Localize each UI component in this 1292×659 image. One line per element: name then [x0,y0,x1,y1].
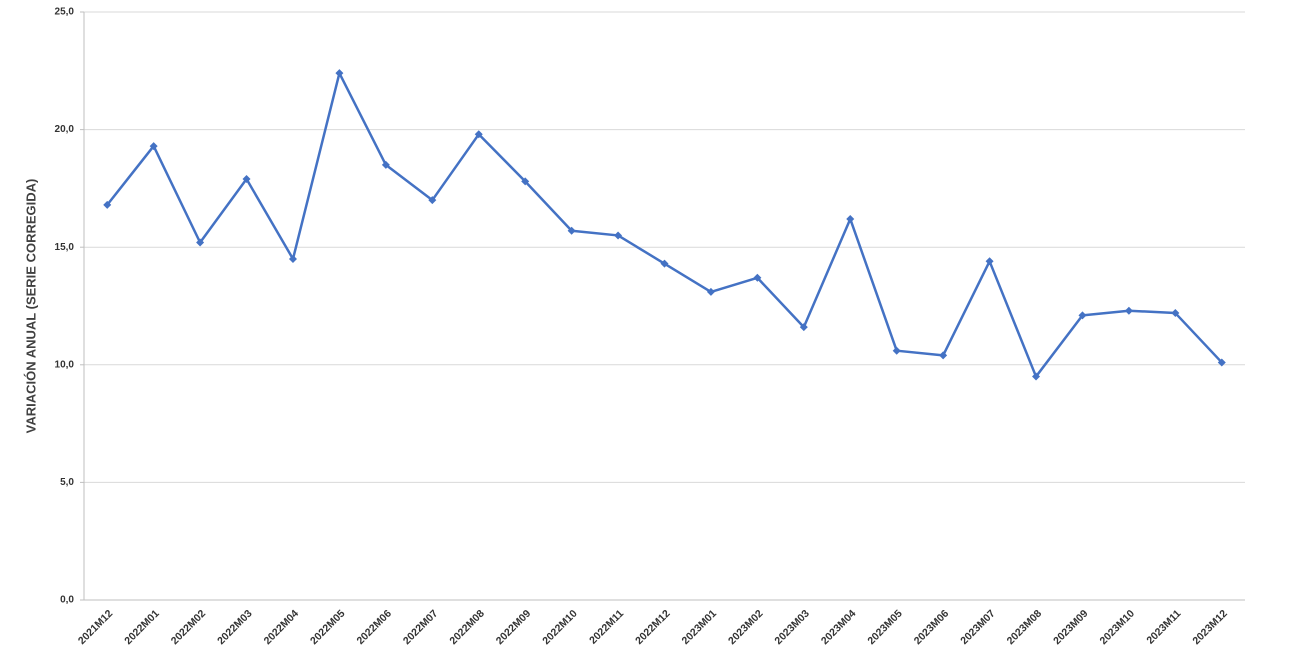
point-marker [474,130,483,139]
x-tick-label: 2023M09 [1051,607,1091,647]
y-tick-label: 5,0 [60,477,74,488]
y-axis-title: VARIACIÓN ANUAL (SERIE CORREGIDA) [23,179,38,434]
x-tick-label: 2023M06 [912,607,952,647]
point-marker [428,196,437,205]
point-marker [1217,358,1226,367]
x-tick-label: 2023M07 [958,607,998,647]
y-tick-label: 20,0 [55,124,75,135]
point-marker [614,231,623,240]
point-marker [939,351,948,360]
x-tick-label: 2022M03 [215,607,255,647]
point-marker [381,160,390,169]
point-marker [1078,311,1087,320]
x-tick-label: 2022M01 [122,607,162,647]
x-tick-label: 2023M05 [865,607,905,647]
point-marker [335,69,344,78]
x-tick-label: 2022M12 [633,607,673,647]
point-marker [288,254,297,263]
point-marker [846,214,855,223]
x-tick-label: 2022M05 [308,607,348,647]
x-tick-label: 2023M10 [1098,607,1138,647]
point-marker [985,257,994,266]
x-tick-label: 2023M01 [680,607,720,647]
point-marker [242,174,251,183]
x-tick-label: 2022M10 [540,607,580,647]
point-marker [521,177,530,186]
x-tick-label: 2023M03 [772,607,812,647]
y-tick-label: 25,0 [55,7,75,18]
x-tick-label: 2022M08 [447,607,487,647]
x-tick-label: 2023M12 [1190,607,1230,647]
point-marker [1032,372,1041,381]
x-tick-label: 2022M04 [262,607,302,647]
x-tick-label: 2022M06 [354,607,394,647]
point-marker [1171,309,1180,318]
x-tick-label: 2023M04 [819,607,859,647]
point-marker [567,226,576,235]
y-tick-label: 0,0 [60,595,74,606]
x-tick-label: 2022M09 [494,607,534,647]
y-tick-label: 15,0 [55,242,75,253]
point-marker [196,238,205,247]
x-tick-label: 2023M02 [726,607,766,647]
x-tick-label: 2023M08 [1005,607,1045,647]
x-tick-label: 2023M11 [1144,607,1183,646]
point-marker [1124,306,1133,315]
x-tick-label: 2022M07 [401,607,441,647]
point-marker [892,346,901,355]
point-marker [706,287,715,296]
x-tick-label: 2022M11 [587,607,626,646]
x-tick-label: 2022M02 [169,607,209,647]
y-tick-label: 10,0 [55,359,75,370]
x-tick-label: 2021M12 [76,607,116,647]
line-series [106,71,1223,378]
point-marker [103,200,112,209]
point-marker [753,273,762,282]
point-marker [149,142,158,151]
point-marker [660,259,669,268]
point-marker [799,323,808,332]
